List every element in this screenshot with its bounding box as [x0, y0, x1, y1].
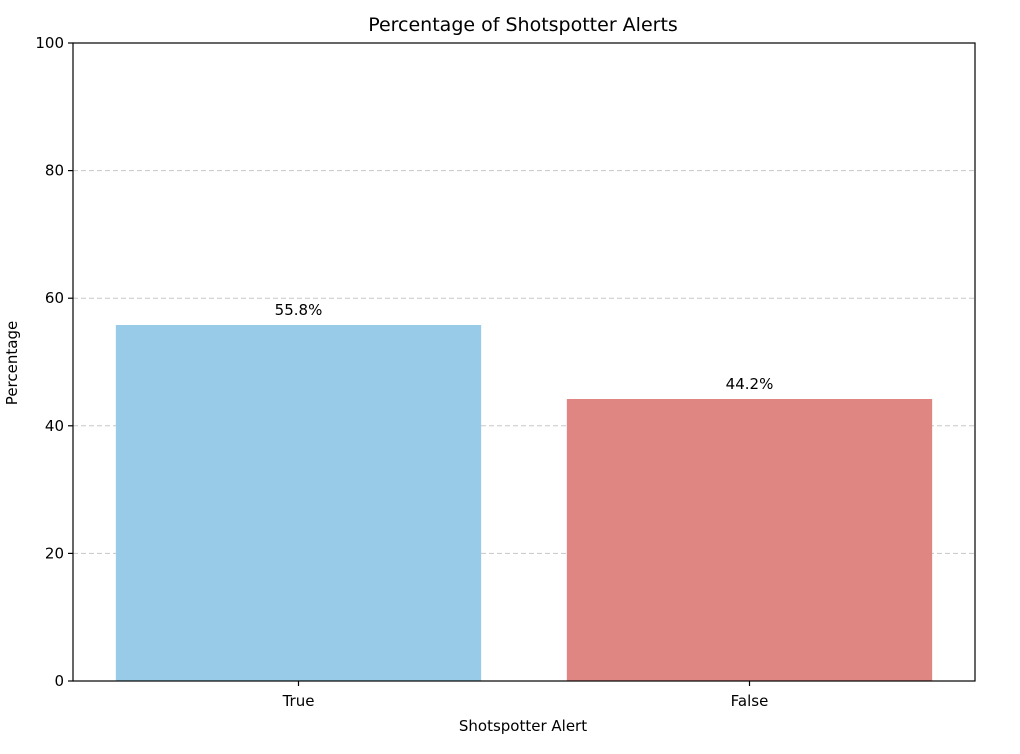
bar-value-label: 44.2%: [726, 375, 774, 393]
bar-value-label: 55.8%: [275, 301, 323, 319]
y-tick-label: 0: [54, 672, 64, 690]
x-tick-label: True: [282, 692, 315, 710]
x-axis-label: Shotspotter Alert: [459, 717, 587, 735]
bars: [115, 324, 933, 681]
y-tick-label: 80: [45, 162, 64, 180]
y-tick-label: 40: [45, 417, 64, 435]
y-tick-label: 60: [45, 289, 64, 307]
bar-value-labels: 55.8% 44.2%: [275, 301, 774, 393]
bar-true: [115, 324, 482, 681]
x-axis: True False: [282, 681, 769, 710]
grid-lines: [73, 170, 975, 554]
y-tick-label: 100: [35, 34, 64, 52]
chart-title: Percentage of Shotspotter Alerts: [368, 14, 678, 36]
plot-frame: [72, 42, 976, 682]
y-axis-label: Percentage: [3, 321, 21, 405]
x-tick-label: False: [731, 692, 769, 710]
bar-false: [566, 399, 933, 681]
y-tick-label: 20: [45, 544, 64, 562]
y-axis: 0 20 40 60 80 100: [35, 34, 73, 690]
